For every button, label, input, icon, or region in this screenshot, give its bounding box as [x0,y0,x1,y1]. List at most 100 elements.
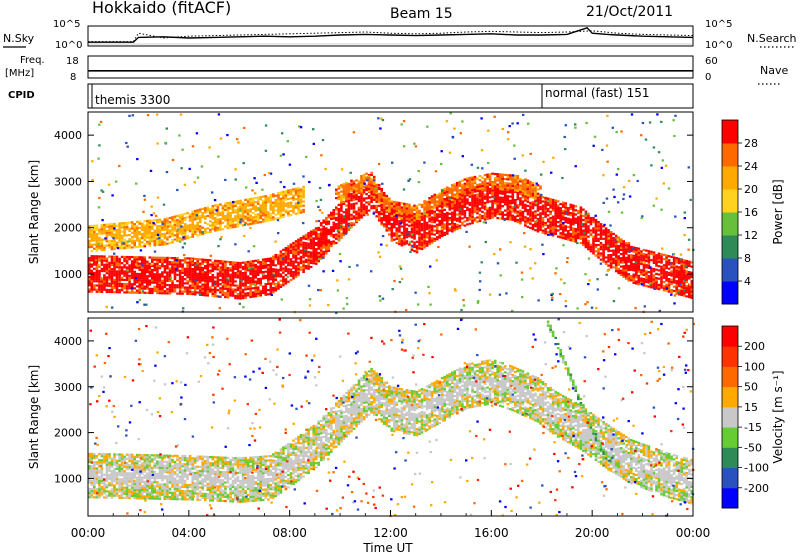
range-gate-cell [95,257,99,260]
range-gate-cell [259,214,262,217]
range-gate-cell [309,245,313,248]
range-gate-cell [360,185,363,188]
range-gate-cell [279,258,283,261]
range-gate-cell [191,231,194,234]
range-gate-cell [251,278,255,281]
range-gate-cell [279,201,283,204]
range-gate-cell [423,223,426,226]
range-gate-cell [188,230,192,233]
range-gate-cell [211,215,215,218]
range-gate-cell [153,262,157,265]
range-gate-cell [498,208,502,212]
range-gate-cell [299,203,303,206]
range-gate-cell [277,210,280,213]
range-gate-cell [594,246,598,249]
range-gate-cell [660,280,663,283]
range-gate-cell [413,229,416,232]
range-gate-cell [319,249,323,252]
range-gate-cell [110,268,114,271]
range-gate-cell [473,180,477,183]
range-gate-cell [382,196,386,199]
range-gate-cell [148,262,152,265]
range-gate-cell [146,226,149,229]
range-gate-cell [256,288,260,291]
range-gate-cell [335,225,338,228]
range-gate-cell [166,288,169,291]
range-gate-cell [403,230,406,233]
range-gate-cell [385,203,389,206]
range-gate-cell [138,268,141,271]
range-gate-cell [360,201,363,204]
range-gate-cell [514,190,517,193]
range-gate-cell [413,243,416,246]
range-gate-cell [211,278,215,281]
range-gate-cell [680,275,683,278]
range-gate-cell [599,243,603,247]
range-gate-cell [256,294,260,297]
range-gate-cell [587,243,590,247]
range-gate-cell [680,283,683,286]
range-gate-cell [168,263,172,266]
range-gate-cell [637,253,641,257]
range-gate-cell [251,274,255,277]
range-gate-cell [259,206,262,209]
range-gate-cell [158,283,162,286]
range-gate-cell [156,277,159,280]
range-gate-cell [332,225,336,228]
range-gate-cell [251,262,255,265]
range-gate-cell [604,256,608,259]
range-gate-cell [529,180,532,183]
range-gate-cell [587,214,590,217]
range-gate-cell [647,252,651,255]
range-gate-cell [110,243,114,247]
range-gate-cell [178,290,182,293]
range-gate-cell [446,224,449,227]
range-gate-cell [292,246,295,249]
range-gate-cell [297,257,300,260]
range-gate-cell [451,219,454,223]
range-gate-cell [554,205,557,208]
range-gate-cell [183,271,187,274]
range-gate-cell [229,205,232,208]
range-gate-cell [531,186,535,189]
range-gate-cell [297,212,300,215]
range-gate-cell [539,195,542,198]
range-gate-cell [592,237,595,240]
range-gate-cell [113,261,116,265]
range-gate-cell [410,232,414,235]
range-gate-cell [609,262,613,265]
range-gate-cell [234,280,237,283]
range-gate-cell [244,288,247,291]
range-gate-cell [138,281,141,284]
range-gate-cell [551,219,555,222]
range-gate-cell [519,199,522,202]
range-gate-cell [413,219,416,222]
range-gate-cell [163,241,167,244]
range-gate-cell [579,237,583,240]
range-gate-cell [592,250,595,253]
range-gate-cell [347,201,351,204]
range-gate-cell [408,203,411,206]
range-gate-cell [325,218,328,222]
range-gate-cell [390,200,394,203]
range-gate-cell [403,224,406,227]
range-gate-cell [677,270,681,273]
range-gate-cell [534,229,537,232]
range-gate-cell [627,254,631,257]
range-gate-cell [337,214,341,217]
range-gate-cell [251,280,255,284]
range-gate-cell [453,195,457,198]
range-gate-cell [176,292,179,295]
range-gate-cell [93,288,96,291]
range-gate-cell [115,286,119,290]
range-gate-cell [130,225,134,228]
range-gate-cell [498,181,502,184]
range-gate-cell [345,210,348,213]
range-gate-cell [428,224,431,227]
range-gate-cell [516,175,520,178]
range-gate-cell [440,199,444,202]
range-gate-cell [153,258,157,261]
range-gate-cell [277,283,280,286]
range-gate-cell [572,223,575,226]
range-gate-cell [130,227,134,230]
